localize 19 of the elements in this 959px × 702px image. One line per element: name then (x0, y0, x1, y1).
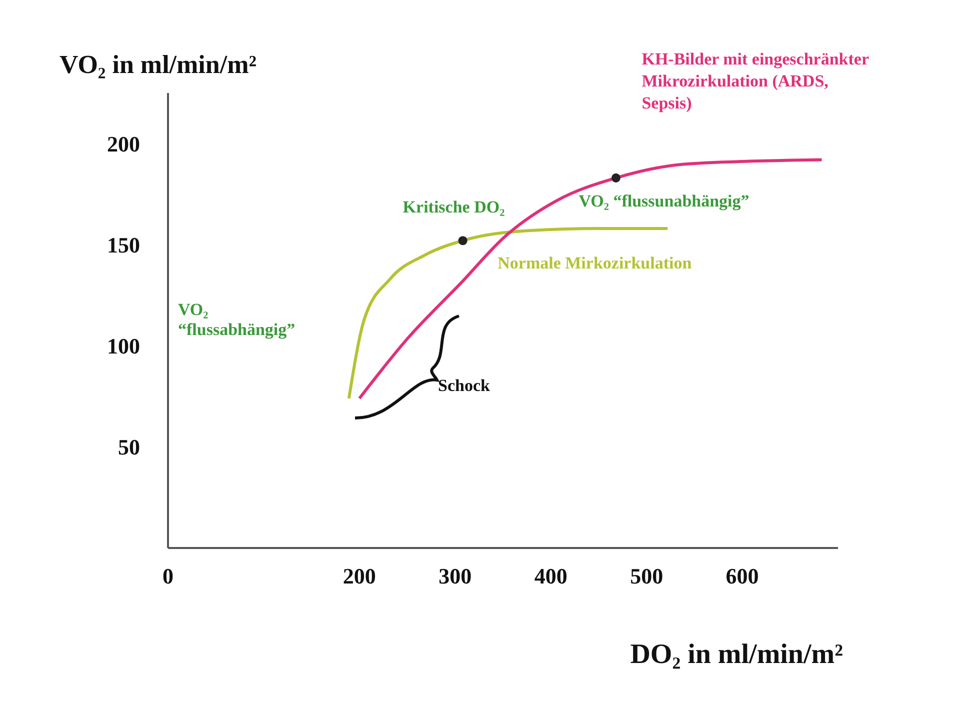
annotation: Kritische DO₂ (402, 198, 505, 217)
x-tick-label: 400 (534, 564, 568, 589)
y-tick-label: 150 (107, 232, 140, 258)
y-axis-title: VO₂ in ml/min/m² (59, 50, 257, 79)
text: KH-Bilder mit eingeschränkter Mikrozirkulation (ARDS, Sepsis) (642, 50, 870, 113)
annotation: Schock (438, 376, 490, 396)
x-tick-label: 500 (630, 564, 664, 589)
x-tick-label: 0 (162, 564, 174, 589)
annotation: VO₂ “flussabhängig” (178, 300, 296, 340)
x-axis-title: DO₂ in ml/min/m² (630, 639, 843, 670)
y-tick-label: 100 (107, 334, 140, 359)
x-tick-label: 300 (438, 564, 472, 589)
x-tick-label: 200 (342, 564, 376, 589)
series-label: Normale Mirkozirkulation (498, 253, 692, 272)
y-tick-label: 50 (118, 434, 140, 460)
line-series (358, 158, 824, 400)
y-tick-label: 200 (107, 131, 140, 156)
annotation: VO₂ “flussunabhängig” (578, 191, 750, 210)
x-tick-label: 600 (726, 564, 759, 589)
